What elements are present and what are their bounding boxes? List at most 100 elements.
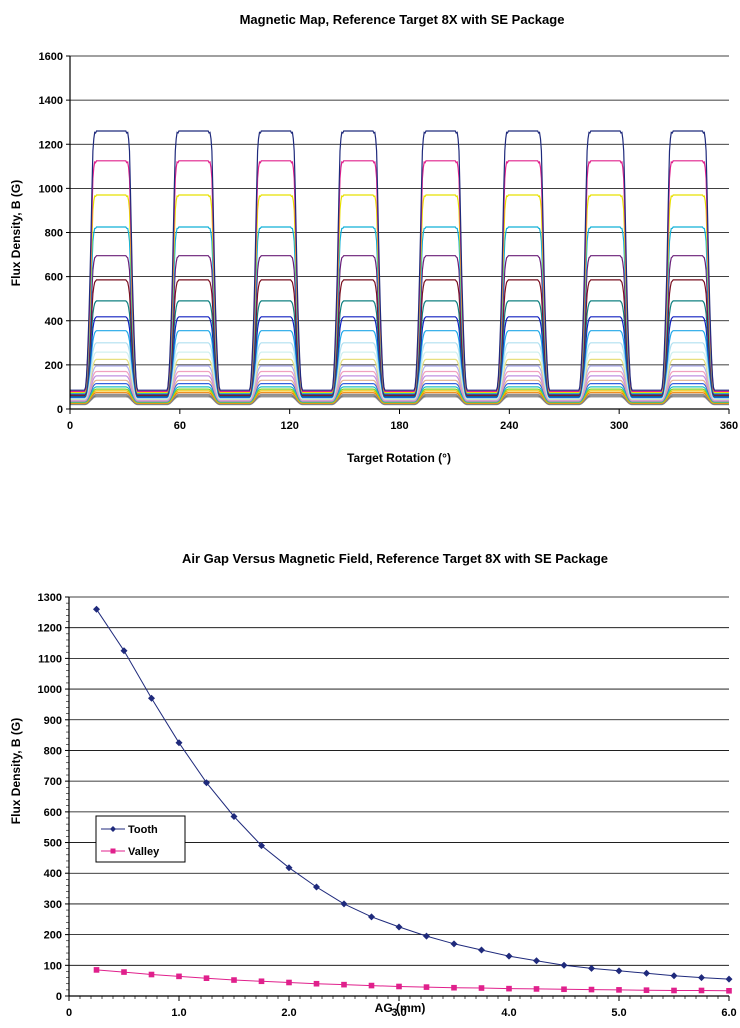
- chart1-series-line: [70, 160, 729, 392]
- chart2-legend: Tooth Valley: [95, 815, 186, 863]
- chart2-point-valley: [231, 977, 237, 983]
- legend-tooth-marker: [110, 826, 116, 832]
- chart1-y-tick-label: 600: [45, 272, 63, 284]
- chart2-point-tooth: [588, 964, 595, 972]
- chart2-point-valley: [286, 979, 292, 986]
- legend-valley-marker: [110, 848, 116, 854]
- chart2-y-tick-label: 0: [56, 991, 62, 1003]
- legend-valley-label: Valley: [128, 846, 160, 858]
- chart1-x-axis-label: Target Rotation (°): [347, 451, 451, 465]
- chart1-y-tick-label: 1400: [39, 95, 63, 107]
- chart2-x-tick-label: 4.0: [501, 1007, 516, 1019]
- chart2-x-tick-label: 6.0: [721, 1007, 736, 1019]
- chart2-series-line-tooth: [96, 609, 730, 980]
- chart2-y-tick-label: 400: [44, 868, 62, 880]
- chart2-gridlines: [69, 596, 729, 966]
- chart2-y-tick-label: 100: [44, 960, 62, 972]
- chart2-y-tick-label: 900: [44, 715, 62, 727]
- chart1-series-line: [70, 130, 729, 391]
- chart2-point-valley: [506, 985, 512, 992]
- chart2-point-valley: [533, 986, 540, 992]
- chart2-y-tick-label: 300: [44, 899, 62, 911]
- chart2-point-valley: [478, 985, 485, 991]
- chart2-point-tooth: [423, 932, 430, 940]
- chart2-point-tooth: [450, 940, 458, 948]
- chart1-y-axis-label: Flux Density, B (G): [9, 180, 23, 286]
- chart2-point-tooth: [478, 946, 485, 954]
- chart2-title: Air Gap Versus Magnetic Field, Reference…: [182, 551, 608, 566]
- chart2-point-valley: [93, 967, 100, 973]
- chart2-y-tick-label: 600: [44, 807, 62, 819]
- chart2-point-valley: [368, 982, 375, 989]
- chart2-point-tooth: [285, 864, 293, 872]
- legend-tooth-label: Tooth: [128, 824, 158, 836]
- chart2-point-valley: [698, 987, 705, 994]
- chart2-point-valley: [451, 984, 457, 991]
- chart1-x-tick-label: 180: [390, 420, 408, 432]
- chart2-point-tooth: [643, 969, 650, 977]
- chart1-series-line: [70, 300, 729, 397]
- chart2-y-tick-label: 200: [44, 930, 62, 942]
- chart2-y-tick-label: 1200: [38, 623, 62, 635]
- chart2-point-tooth: [670, 972, 678, 980]
- chart2-series-group: [93, 605, 733, 994]
- chart2-y-tick-label: 700: [44, 776, 62, 788]
- chart2-point-valley: [561, 986, 567, 993]
- air-gap-chart: Air Gap Versus Magnetic Field, Reference…: [9, 551, 737, 1019]
- chart2-point-tooth: [230, 812, 238, 820]
- chart2-series-line-valley: [96, 969, 730, 992]
- chart2-point-tooth: [615, 967, 623, 975]
- chart1-axes: 0 200 400 600 800 1000 1200 1400 1600 0 60 120 180 24…: [39, 51, 739, 432]
- chart2-point-valley: [671, 987, 677, 994]
- chart2-y-tick-label: 1300: [38, 592, 62, 604]
- chart2-x-tick-label: 5.0: [611, 1007, 626, 1019]
- chart2-point-valley: [643, 987, 650, 993]
- chart2-point-valley: [616, 987, 622, 993]
- chart2-point-tooth: [533, 957, 540, 965]
- chart2-point-valley: [176, 973, 182, 980]
- chart1-y-tick-label: 400: [45, 316, 63, 328]
- chart2-point-tooth: [340, 900, 348, 908]
- chart1-gridlines: [70, 55, 729, 366]
- chart2-point-tooth: [175, 739, 183, 747]
- chart1-title: Magnetic Map, Reference Target 8X with S…: [240, 12, 565, 27]
- chart2-point-valley: [121, 969, 127, 975]
- chart2-point-valley: [396, 983, 402, 990]
- chart2-point-tooth: [148, 694, 155, 702]
- chart1-x-tick-label: 60: [174, 420, 186, 432]
- chart1-y-tick-label: 1600: [39, 51, 63, 63]
- chart2-x-tick-label: 2.0: [281, 1007, 296, 1019]
- chart2-y-tick-label: 800: [44, 745, 62, 757]
- chart2-point-tooth: [368, 913, 375, 921]
- chart2-point-valley: [258, 978, 265, 985]
- chart2-point-tooth: [93, 605, 100, 613]
- chart1-x-tick-label: 120: [280, 420, 298, 432]
- chart2-point-tooth: [313, 883, 320, 891]
- legend-box: [95, 815, 186, 863]
- chart2-y-tick-label: 500: [44, 838, 62, 850]
- chart2-point-valley: [313, 980, 320, 987]
- chart2-axes: 0 100 200 300 400 500 600 700 800 900 1000 1100 1200…: [38, 592, 737, 1019]
- chart2-point-tooth: [560, 961, 568, 969]
- chart2-point-valley: [203, 975, 210, 981]
- chart2-y-tick-label: 1000: [38, 684, 62, 696]
- chart2-point-valley: [148, 971, 155, 978]
- chart1-x-tick-label: 360: [720, 420, 738, 432]
- chart2-point-tooth: [120, 647, 128, 655]
- chart2-point-valley: [341, 981, 347, 988]
- chart2-point-tooth: [203, 779, 210, 787]
- chart1-series-line: [70, 316, 729, 398]
- chart2-x-tick-label: 1.0: [171, 1007, 186, 1019]
- chart2-point-tooth: [258, 842, 265, 850]
- chart2-point-tooth: [725, 975, 733, 983]
- chart1-series-group: [70, 130, 729, 406]
- chart2-point-tooth: [395, 923, 403, 931]
- chart1-y-tick-label: 200: [45, 360, 63, 372]
- chart2-y-tick-label: 1100: [38, 653, 62, 665]
- chart2-x-tick-label: 3.0: [391, 1007, 406, 1019]
- chart2-y-axis-label: Flux Density, B (G): [9, 718, 23, 824]
- chart1-series-line: [70, 194, 729, 394]
- chart1-x-tick-label: 240: [500, 420, 518, 432]
- chart1-series-line: [70, 255, 729, 395]
